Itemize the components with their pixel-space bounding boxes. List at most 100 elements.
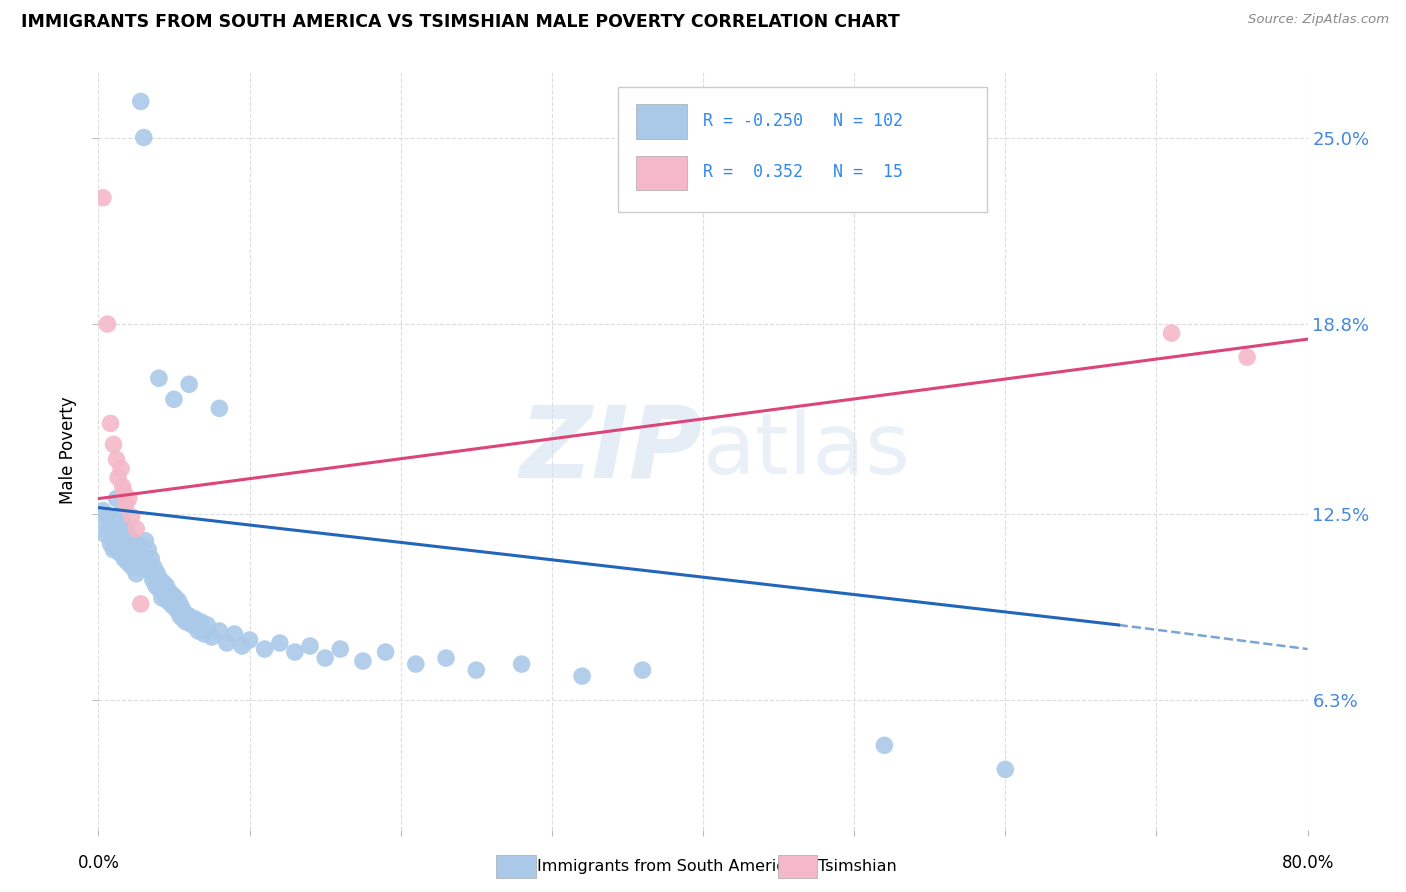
Point xyxy=(314,651,336,665)
Point xyxy=(465,663,488,677)
Point xyxy=(195,618,218,632)
Point xyxy=(1236,350,1258,364)
Point xyxy=(129,597,152,611)
Point xyxy=(163,392,186,407)
Point xyxy=(152,575,174,590)
Point xyxy=(224,627,246,641)
Point xyxy=(98,524,121,539)
Text: R = -0.250   N = 102: R = -0.250 N = 102 xyxy=(703,112,903,129)
Point xyxy=(121,549,143,563)
Point xyxy=(166,603,188,617)
Point xyxy=(181,618,204,632)
Point xyxy=(153,588,176,602)
Point xyxy=(118,491,141,506)
Point xyxy=(135,558,157,572)
Point xyxy=(107,518,129,533)
Point xyxy=(114,540,136,554)
Point xyxy=(132,130,155,145)
FancyBboxPatch shape xyxy=(619,87,987,211)
Point xyxy=(114,522,136,536)
Point xyxy=(111,542,134,557)
Point xyxy=(146,566,169,581)
Point xyxy=(239,633,262,648)
Point xyxy=(120,537,142,551)
Point xyxy=(104,527,127,541)
Point xyxy=(631,663,654,677)
Point xyxy=(105,533,128,548)
Point xyxy=(91,503,114,517)
Point xyxy=(141,551,163,566)
Point xyxy=(149,573,172,587)
Text: Source: ZipAtlas.com: Source: ZipAtlas.com xyxy=(1249,13,1389,27)
Point xyxy=(150,591,173,605)
Point xyxy=(103,522,125,536)
Point xyxy=(208,624,231,638)
Point xyxy=(159,585,181,599)
Point xyxy=(121,509,143,524)
Point xyxy=(174,615,197,629)
Point xyxy=(115,555,138,569)
FancyBboxPatch shape xyxy=(637,155,688,190)
Point xyxy=(299,639,322,653)
Point xyxy=(105,452,128,467)
Point xyxy=(215,636,238,650)
Point xyxy=(510,657,533,671)
Point xyxy=(873,739,896,753)
Point xyxy=(163,599,186,614)
Point xyxy=(142,573,165,587)
Point xyxy=(107,537,129,551)
Point xyxy=(127,537,149,551)
Point xyxy=(91,191,114,205)
Point xyxy=(434,651,457,665)
Point xyxy=(187,624,209,638)
Point xyxy=(162,588,184,602)
Point xyxy=(120,558,142,572)
Point xyxy=(253,642,276,657)
Point xyxy=(94,527,117,541)
Point xyxy=(108,524,131,539)
Point xyxy=(352,654,374,668)
Point xyxy=(114,498,136,512)
Point xyxy=(112,485,135,500)
Point xyxy=(115,533,138,548)
Point xyxy=(329,642,352,657)
Point xyxy=(172,612,194,626)
Point xyxy=(112,527,135,541)
Point xyxy=(165,591,187,605)
Point xyxy=(124,558,146,572)
Point xyxy=(190,615,212,629)
Text: ZIP: ZIP xyxy=(520,402,703,499)
Point xyxy=(93,516,115,530)
Point xyxy=(118,546,141,560)
Text: 80.0%: 80.0% xyxy=(1281,854,1334,871)
Y-axis label: Male Poverty: Male Poverty xyxy=(59,397,77,504)
Point xyxy=(111,479,134,493)
Text: Immigrants from South America: Immigrants from South America xyxy=(537,859,794,873)
Point xyxy=(160,597,183,611)
Point xyxy=(104,516,127,530)
Point xyxy=(110,507,132,521)
Point xyxy=(112,551,135,566)
Point xyxy=(111,516,134,530)
Point xyxy=(132,549,155,563)
Point xyxy=(131,561,153,575)
Point xyxy=(143,561,166,575)
Point xyxy=(129,542,152,557)
Point xyxy=(1160,326,1182,340)
Point xyxy=(269,636,291,650)
Point xyxy=(184,612,207,626)
Point xyxy=(125,522,148,536)
Point xyxy=(122,561,145,575)
Point xyxy=(571,669,593,683)
Point xyxy=(148,371,170,385)
Point xyxy=(145,579,167,593)
Text: atlas: atlas xyxy=(703,409,911,492)
Point xyxy=(231,639,253,653)
Point xyxy=(148,582,170,596)
Point xyxy=(179,377,201,392)
Point xyxy=(169,609,191,624)
Point xyxy=(155,579,177,593)
Text: 0.0%: 0.0% xyxy=(77,854,120,871)
Text: Tsimshian: Tsimshian xyxy=(818,859,897,873)
Point xyxy=(156,594,179,608)
